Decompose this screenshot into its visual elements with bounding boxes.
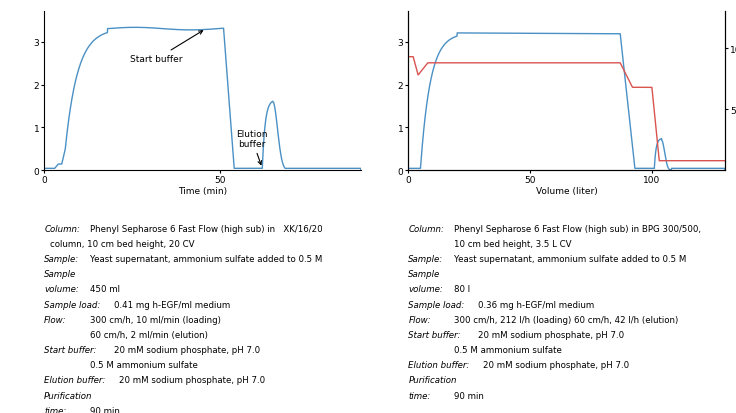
X-axis label: Time (min): Time (min)	[178, 186, 227, 195]
Text: 20 mM sodium phosphate, pH 7.0: 20 mM sodium phosphate, pH 7.0	[483, 361, 629, 369]
Text: 300 cm/h, 212 l/h (loading) 60 cm/h, 42 l/h (elution): 300 cm/h, 212 l/h (loading) 60 cm/h, 42 …	[454, 315, 679, 324]
Text: 0.5 M ammonium sulfate: 0.5 M ammonium sulfate	[454, 345, 562, 354]
Text: Column:: Column:	[408, 224, 445, 233]
Text: Purification: Purification	[408, 375, 457, 385]
Text: Sample: Sample	[408, 270, 441, 278]
Text: Sample: Sample	[44, 270, 77, 278]
Text: 80 l: 80 l	[454, 285, 470, 294]
Text: Yeast supernatant, ammonium sulfate added to 0.5 M: Yeast supernatant, ammonium sulfate adde…	[454, 254, 687, 263]
Text: 90 min: 90 min	[454, 391, 484, 400]
Text: Elution buffer:: Elution buffer:	[44, 375, 105, 385]
Text: Elution buffer:: Elution buffer:	[408, 361, 470, 369]
Text: 90 min: 90 min	[90, 406, 120, 413]
Text: 20 mM sodium phosphate, pH 7.0: 20 mM sodium phosphate, pH 7.0	[114, 345, 260, 354]
Text: 20 mM sodium phosphate, pH 7.0: 20 mM sodium phosphate, pH 7.0	[118, 375, 265, 385]
Text: 0.41 mg h-EGF/ml medium: 0.41 mg h-EGF/ml medium	[114, 300, 230, 309]
Text: time:: time:	[44, 406, 66, 413]
Text: 450 ml: 450 ml	[90, 285, 120, 294]
Text: 0.5 M ammonium sulfate: 0.5 M ammonium sulfate	[90, 361, 198, 369]
Text: 20 mM sodium phosphate, pH 7.0: 20 mM sodium phosphate, pH 7.0	[478, 330, 624, 339]
Text: volume:: volume:	[44, 285, 79, 294]
Text: Start buffer:: Start buffer:	[44, 345, 96, 354]
Text: Start buffer: Start buffer	[130, 32, 202, 64]
Text: Yeast supernatant, ammonium sulfate added to 0.5 M: Yeast supernatant, ammonium sulfate adde…	[90, 254, 322, 263]
Text: Column:: Column:	[44, 224, 80, 233]
Text: 60 cm/h, 2 ml/min (elution): 60 cm/h, 2 ml/min (elution)	[90, 330, 208, 339]
X-axis label: Volume (liter): Volume (liter)	[536, 186, 598, 195]
Text: Start buffer:: Start buffer:	[408, 330, 461, 339]
Text: Sample load:: Sample load:	[44, 300, 100, 309]
Text: Purification: Purification	[44, 391, 93, 400]
Text: column, 10 cm bed height, 20 CV: column, 10 cm bed height, 20 CV	[51, 239, 195, 248]
Text: Flow:: Flow:	[44, 315, 67, 324]
Text: Phenyl Sepharose 6 Fast Flow (high sub) in BPG 300/500,: Phenyl Sepharose 6 Fast Flow (high sub) …	[454, 224, 701, 233]
Text: Sample:: Sample:	[44, 254, 79, 263]
Text: volume:: volume:	[408, 285, 443, 294]
Text: Sample load:: Sample load:	[408, 300, 464, 309]
Text: Phenyl Sepharose 6 Fast Flow (high sub) in   XK/16/20: Phenyl Sepharose 6 Fast Flow (high sub) …	[90, 224, 322, 233]
Text: Sample:: Sample:	[408, 254, 443, 263]
Text: 0.36 mg h-EGF/ml medium: 0.36 mg h-EGF/ml medium	[478, 300, 594, 309]
Text: 10 cm bed height, 3.5 L CV: 10 cm bed height, 3.5 L CV	[454, 239, 572, 248]
Text: Flow:: Flow:	[408, 315, 431, 324]
Text: 300 cm/h, 10 ml/min (loading): 300 cm/h, 10 ml/min (loading)	[90, 315, 221, 324]
Text: Elution
buffer: Elution buffer	[236, 129, 267, 165]
Text: time:: time:	[408, 391, 431, 400]
